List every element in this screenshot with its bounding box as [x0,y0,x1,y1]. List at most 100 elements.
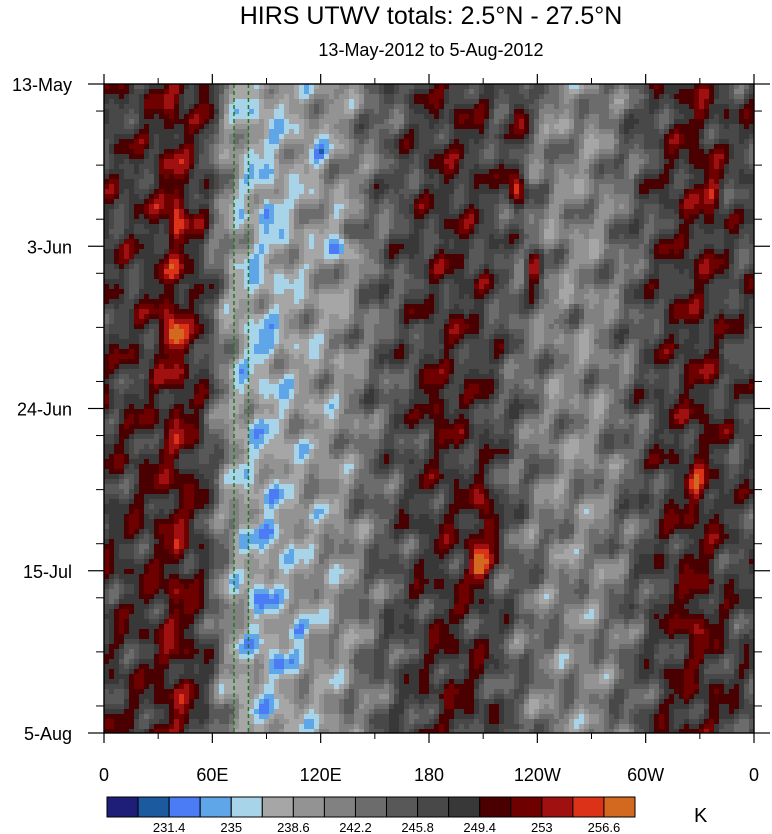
heatmap-cell [679,159,685,165]
heatmap-cell [189,259,195,265]
heatmap-cell [484,189,490,195]
heatmap-cell [179,109,185,115]
heatmap-cell [184,219,190,225]
heatmap-cell [224,174,230,180]
heatmap-cell [459,194,465,200]
heatmap-cell [224,189,230,195]
heatmap-cell [504,169,510,175]
heatmap-cell [229,269,235,275]
heatmap-cell [509,114,515,120]
heatmap-cell [669,164,675,170]
heatmap-cell [599,249,605,255]
heatmap-cell [414,244,420,250]
heatmap-cell [634,184,640,190]
heatmap-cell [494,239,500,245]
heatmap-cell [314,104,320,110]
heatmap-cell [349,274,355,280]
heatmap-cell [189,179,195,185]
heatmap-cell [714,229,720,235]
heatmap-cell [329,99,335,105]
heatmap-cell [744,234,750,240]
heatmap-cell [689,254,695,260]
heatmap-cell [314,209,320,215]
heatmap-cell [199,264,205,270]
heatmap-cell [179,269,185,275]
heatmap-cell [209,159,215,165]
heatmap-cell [179,139,185,145]
heatmap-cell [159,274,165,280]
heatmap-cell [419,109,425,115]
heatmap-cell [319,214,325,220]
heatmap-cell [319,184,325,190]
heatmap-cell [349,89,355,95]
heatmap-cell [744,194,750,200]
heatmap-cell [469,214,475,220]
heatmap-cell [569,159,575,165]
heatmap-cell [554,174,560,180]
heatmap-cell [309,129,315,135]
heatmap-cell [469,229,475,235]
heatmap-cell [424,159,430,165]
heatmap-cell [739,214,745,220]
heatmap-cell [744,99,750,105]
heatmap-cell [559,219,565,225]
heatmap-cell [324,89,330,95]
heatmap-cell [474,189,480,195]
heatmap-cell [659,114,665,120]
heatmap-cell [304,99,310,105]
heatmap-cell [669,114,675,120]
heatmap-cell [164,214,170,220]
heatmap-cell [244,264,250,270]
heatmap-cell [639,134,645,140]
heatmap-cell [679,209,685,215]
heatmap-cell [184,229,190,235]
heatmap-cell [734,204,740,210]
heatmap-cell [329,114,335,120]
heatmap-cell [319,209,325,215]
heatmap-cell [134,239,140,245]
heatmap-cell [214,259,220,265]
heatmap-cell [634,144,640,150]
heatmap-cell [109,119,115,125]
heatmap-cell [204,99,210,105]
heatmap-cell [624,199,630,205]
heatmap-cell [554,189,560,195]
heatmap-cell [399,209,405,215]
heatmap-cell [149,249,155,255]
heatmap-cell [244,89,250,95]
heatmap-cell [154,274,160,280]
heatmap-cell [119,219,125,225]
heatmap-cell [164,259,170,265]
heatmap-cell [669,199,675,205]
heatmap-cell [564,124,570,130]
heatmap-cell [724,199,730,205]
heatmap-cell [129,224,135,230]
heatmap-cell [524,214,530,220]
heatmap-cell [679,204,685,210]
heatmap-cell [319,259,325,265]
heatmap-cell [114,94,120,100]
heatmap-cell [329,159,335,165]
heatmap-cell [419,144,425,150]
heatmap-cell [189,124,195,130]
heatmap-cell [334,239,340,245]
heatmap-cell [129,129,135,135]
heatmap-cell [469,139,475,145]
heatmap-cell [204,199,210,205]
heatmap-cell [689,249,695,255]
heatmap-cell [244,119,250,125]
heatmap-cell [219,94,225,100]
heatmap-cell [214,239,220,245]
heatmap-cell [654,104,660,110]
heatmap-cell [229,219,235,225]
heatmap-cell [404,139,410,145]
heatmap-cell [609,164,615,170]
heatmap-cell [299,184,305,190]
heatmap-cell [319,119,325,125]
heatmap-cell [599,169,605,175]
heatmap-cell [299,114,305,120]
heatmap-cell [484,239,490,245]
heatmap-cell [659,174,665,180]
heatmap-cell [259,199,265,205]
heatmap-cell [709,194,715,200]
